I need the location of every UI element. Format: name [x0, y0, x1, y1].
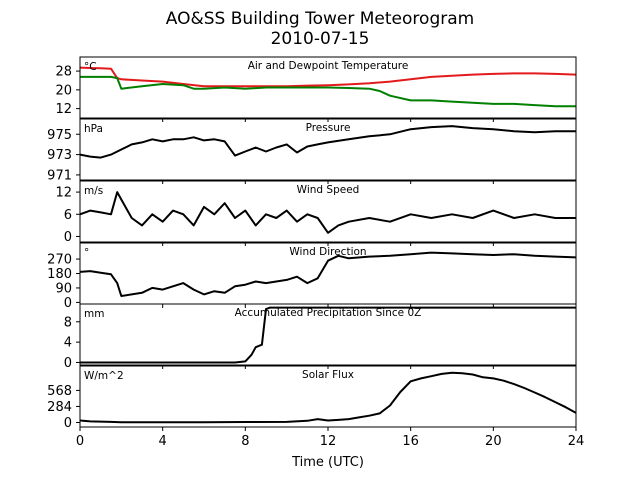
- x-tick-label-2: 8: [241, 434, 249, 449]
- panel-2: 0 6 12 m/s Wind Speed: [55, 180, 577, 246]
- panel-0-series-1-line: [80, 75, 576, 108]
- panel-0-unit: °C: [84, 61, 97, 73]
- x-tick-label-5: 20: [485, 434, 502, 449]
- panel-5-ytick-label-0: 0: [64, 416, 72, 431]
- panel-4-unit: mm: [84, 308, 104, 320]
- panel-3-series-0-line: [80, 251, 576, 297]
- panel-5-series-0-line: [80, 371, 576, 424]
- panel-4: 0 4 8 mm Accumulated Precipitation Since 0Z: [64, 303, 577, 371]
- panel-4-ytick-label-2: 8: [64, 315, 72, 330]
- panel-3-ytick-label-2: 180: [47, 267, 72, 282]
- panel-1-label: Pressure: [306, 122, 351, 134]
- x-tick-label-6: 24: [568, 434, 585, 449]
- panel-2-label: Wind Speed: [297, 184, 360, 196]
- panel-5-label: Solar Flux: [302, 369, 354, 381]
- panel-0-ytick-label-2: 28: [55, 65, 72, 80]
- panel-0-label: Air and Dewpoint Temperature: [248, 60, 409, 72]
- panel-5-unit: W/m^2: [84, 370, 124, 382]
- panel-0-series-0-line: [80, 66, 576, 88]
- x-tick-label-4: 16: [402, 434, 419, 449]
- panel-2-ytick-label-0: 0: [64, 230, 72, 245]
- panel-3-ytick-label-3: 270: [47, 253, 72, 268]
- panel-1: 971 973 975 hPa Pressure: [47, 118, 577, 184]
- panel-3-unit: °: [84, 247, 89, 259]
- panel-3-ytick-label-1: 90: [55, 281, 72, 296]
- panel-0-ytick-label-1: 20: [55, 83, 72, 98]
- panel-3-ytick-label-0: 0: [64, 296, 72, 311]
- x-tick-label-1: 4: [159, 434, 167, 449]
- panel-5-ytick-label-1: 284: [47, 400, 72, 415]
- panel-1-unit: hPa: [84, 123, 103, 135]
- chart-subtitle: 2010-07-15: [271, 29, 370, 49]
- x-axis: 0 4 8 12 16 20 24: [76, 434, 584, 449]
- panel-1-series-0-line: [80, 125, 576, 159]
- x-tick-label-0: 0: [76, 434, 84, 449]
- panel-0: 12 20 28 °C Air and Dewpoint Temperature: [55, 56, 577, 122]
- panel-1-ytick-label-1: 973: [47, 148, 72, 163]
- panel-4-label: Accumulated Precipitation Since 0Z: [235, 307, 422, 319]
- chart-title: AO&SS Building Tower Meteorogram: [166, 9, 474, 29]
- panel-4-ytick-label-1: 4: [64, 336, 72, 351]
- panel-2-ytick-label-2: 12: [55, 186, 72, 201]
- panel-4-series-0-line: [80, 306, 576, 364]
- panel-2-ytick-label-1: 6: [64, 208, 72, 223]
- x-axis-label: Time (UTC): [291, 455, 364, 470]
- panel-4-ytick-label-0: 0: [64, 356, 72, 371]
- panel-3-label: Wind Direction: [289, 246, 366, 258]
- panel-5-ytick-label-2: 568: [47, 384, 72, 399]
- x-tick-label-3: 12: [320, 434, 337, 449]
- panel-0-ytick-label-0: 12: [55, 102, 72, 117]
- panel-2-unit: m/s: [84, 185, 103, 197]
- panel-2-series-0-line: [80, 191, 576, 234]
- panel-1-ytick-label-2: 975: [47, 128, 72, 143]
- panel-1-ytick-label-0: 971: [47, 168, 72, 183]
